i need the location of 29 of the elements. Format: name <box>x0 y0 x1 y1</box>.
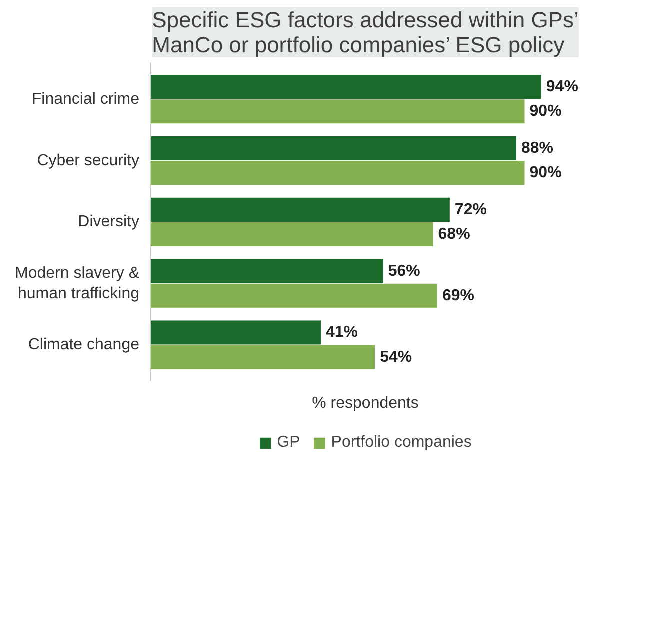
data-label: 54% <box>380 348 412 366</box>
bar <box>150 320 322 345</box>
y-tick-label: Financial crime <box>32 90 140 108</box>
chart-title: Specific ESG factors addressed within GPs’ ManCo or portfolio companies’ ESG policy <box>152 8 579 58</box>
data-label: 72% <box>454 201 487 218</box>
bar <box>150 259 384 284</box>
x-axis-title: % respondents <box>312 394 419 412</box>
y-tick-label: Climate change <box>28 336 140 354</box>
data-label: 69% <box>442 287 474 304</box>
bar <box>150 222 434 247</box>
bar <box>150 284 438 308</box>
bar <box>150 198 450 222</box>
y-tick-label: Diversity <box>78 214 140 231</box>
data-label: 41% <box>326 324 358 342</box>
bar <box>150 345 376 370</box>
bar <box>150 100 525 124</box>
data-label: 90% <box>530 164 562 182</box>
bar <box>150 161 525 186</box>
data-label: 88% <box>521 140 554 157</box>
y-tick-label: Modern slavery & human trafficking <box>15 264 140 302</box>
bar <box>150 136 516 161</box>
bar <box>150 75 542 100</box>
data-label: 56% <box>388 262 420 280</box>
legend-label: Portfolio companies <box>331 434 472 452</box>
data-label: 68% <box>438 226 470 243</box>
data-label: 90% <box>530 103 562 120</box>
legend-label: GP <box>277 434 300 452</box>
y-tick-label: Cyber security <box>37 152 140 170</box>
data-label: 94% <box>546 78 578 96</box>
